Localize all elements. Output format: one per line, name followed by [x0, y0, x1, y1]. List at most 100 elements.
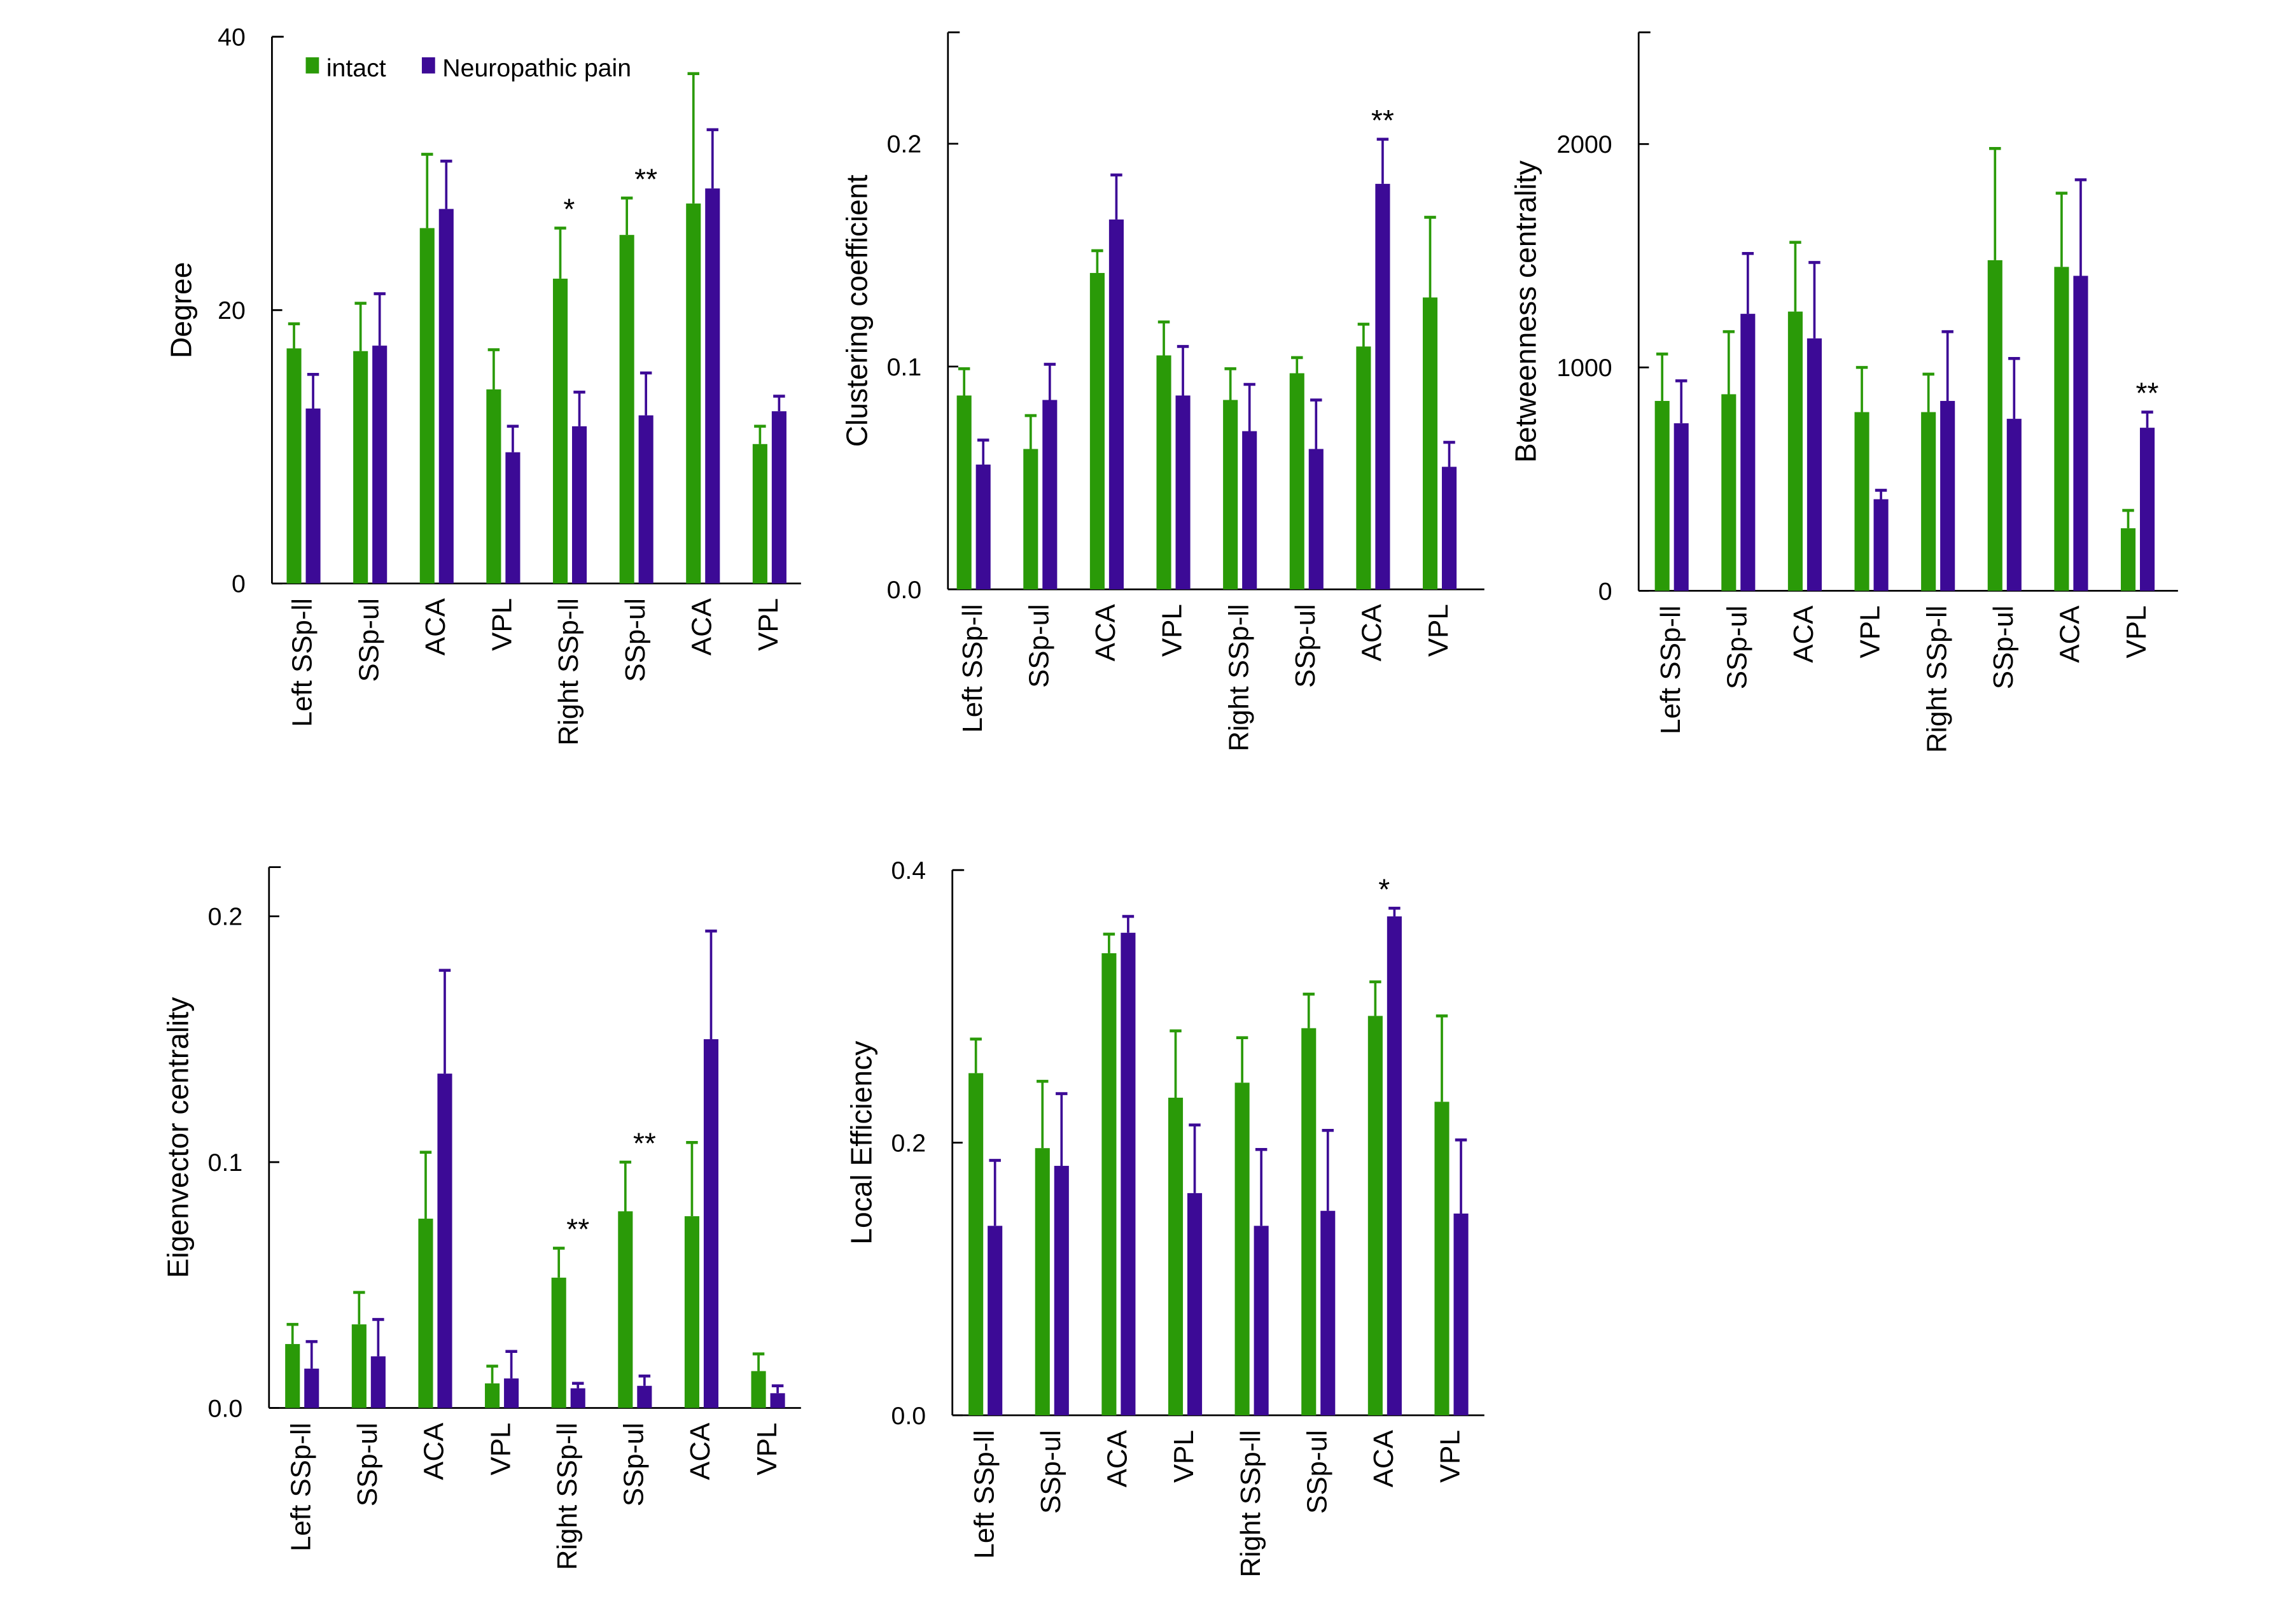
chart-panel-1: 0 20 40 Degree Left SSp-ll SSp-ul ACA VPL Right … [164, 24, 801, 746]
bar-intact [1289, 373, 1304, 590]
bar-intact [2120, 528, 2136, 591]
bar-intact [286, 348, 302, 584]
bar-pain [1054, 1166, 1069, 1416]
bar-pain [2140, 428, 2155, 591]
bar-intact [1023, 449, 1038, 590]
category-label: Right SSp-ll [1223, 604, 1254, 752]
category-label: SSp-ul [352, 1423, 383, 1507]
category-label: ACA [1102, 1429, 1133, 1487]
bar-pain [638, 415, 653, 584]
legend-label-intact: intact [326, 54, 386, 82]
bar-pain [1441, 466, 1457, 590]
y-tick-label: 0.0 [887, 576, 922, 604]
category-label: SSp-ul [1988, 606, 2019, 690]
category-label: Left SSp-ll [287, 598, 318, 727]
category-label: Right SSp-ll [1235, 1430, 1266, 1578]
bar-intact [751, 1371, 766, 1408]
bar-pain [705, 188, 720, 584]
bar-pain [1740, 314, 1756, 591]
bar-pain [437, 1074, 452, 1408]
bar-pain [571, 426, 587, 584]
category-label: ACA [419, 1422, 450, 1480]
bar-intact [1434, 1102, 1450, 1416]
category-label: SSp-ul [618, 1423, 650, 1507]
bar-pain [304, 1368, 319, 1408]
y-axis-label: Local Efficiency [845, 1041, 878, 1245]
legend: intact Neuropathic pain [305, 54, 631, 82]
bar-intact [1721, 394, 1736, 591]
category-label: SSp-ul [353, 598, 384, 682]
bar-pain [975, 465, 991, 590]
bar-pain [438, 209, 454, 584]
bar-pain [1254, 1226, 1269, 1416]
bar-intact [1089, 272, 1105, 590]
category-label: Right SSp-ll [553, 598, 584, 746]
bar-intact [1854, 412, 1869, 591]
y-axis-label: Betweenness centrality [1509, 160, 1542, 463]
bar-pain [2006, 419, 2022, 591]
y-axis-label: Clustering coefficient [841, 174, 874, 447]
category-label: VPL [753, 598, 784, 651]
y-tick-label: 2000 [1556, 130, 1612, 158]
bar-pain [2073, 276, 2088, 591]
category-label: SSp-ul [620, 598, 651, 682]
category-label: VPL [2121, 606, 2152, 659]
bar-intact [619, 235, 634, 584]
category-label: ACA [1090, 603, 1121, 661]
category-label: ACA [2055, 605, 2086, 663]
bar-intact [351, 1324, 367, 1408]
bar-pain [988, 1226, 1003, 1416]
bar-intact [1356, 346, 1371, 590]
bar-intact [1168, 1097, 1184, 1416]
bar-pain [1175, 395, 1191, 590]
bar-pain [370, 1356, 386, 1408]
bar-intact [1422, 297, 1438, 590]
bar-intact [551, 1277, 566, 1408]
bar-intact [1921, 412, 1936, 591]
category-label: SSp-ul [1290, 604, 1321, 688]
significance-marker: ** [634, 162, 657, 195]
chart-panel-2: 0.0 0.1 0.2 Clustering coefficient Left SSp-… [841, 31, 1485, 752]
category-label: VPL [487, 598, 518, 651]
bar-pain [1674, 423, 1689, 591]
bar-intact [353, 351, 368, 584]
category-label: SSp-ul [1024, 604, 1055, 688]
category-label: SSp-ul [1722, 606, 1753, 690]
bar-pain [637, 1385, 652, 1408]
bar-intact [2054, 267, 2069, 591]
bar-pain [372, 346, 388, 584]
significance-marker: * [1378, 872, 1390, 906]
category-label: Right SSp-ll [1921, 606, 1952, 753]
y-tick-label: 40 [218, 24, 246, 52]
significance-marker: * [563, 193, 575, 226]
bar-pain [570, 1388, 585, 1408]
category-label: SSp-ul [1301, 1430, 1332, 1514]
legend-swatch-pain [421, 57, 435, 74]
category-label: Left SSp-ll [957, 604, 988, 732]
bar-pain [1375, 183, 1390, 590]
y-tick-label: 0.1 [208, 1149, 243, 1177]
bar-pain [703, 1039, 719, 1408]
y-tick-label: 0.0 [208, 1394, 243, 1422]
category-label: ACA [420, 598, 451, 655]
category-label: VPL [1168, 1430, 1199, 1483]
bar-intact [552, 278, 568, 584]
chart-panel-5: 0.0 0.2 0.4 Local Efficiency Left SSp-ll SSp-… [845, 857, 1485, 1578]
significance-marker: ** [2136, 377, 2159, 410]
bar-pain [1873, 499, 1889, 591]
category-label: VPL [751, 1423, 783, 1476]
significance-marker: ** [566, 1213, 589, 1246]
bar-pain [1387, 916, 1402, 1416]
bar-intact [1234, 1082, 1250, 1416]
bar-intact [956, 395, 972, 590]
bar-intact [618, 1211, 633, 1408]
category-label: VPL [1157, 604, 1188, 657]
category-label: SSp-ul [1035, 1430, 1066, 1514]
y-tick-label: 0.2 [891, 1129, 926, 1157]
category-label: ACA [686, 598, 717, 655]
bar-pain [1187, 1193, 1203, 1416]
bar-pain [505, 452, 521, 584]
y-tick-label: 0.0 [891, 1402, 926, 1430]
y-tick-label: 0.1 [887, 353, 922, 381]
